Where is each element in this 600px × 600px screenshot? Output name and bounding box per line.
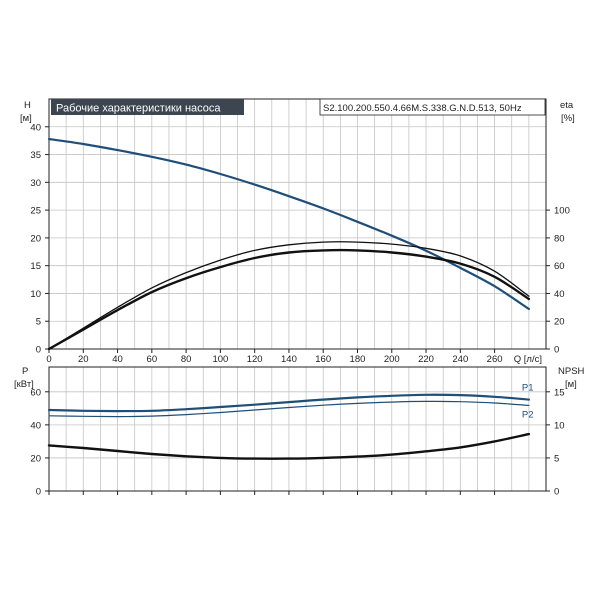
bottom-left-axis-label: P	[22, 366, 28, 377]
series-curve	[47, 248, 531, 351]
series-label: P2	[522, 409, 534, 420]
right-tick-label: 60	[554, 261, 565, 272]
right-tick-label: 10	[554, 420, 565, 431]
top-right-axis-unit: [%]	[561, 113, 575, 124]
x-tick-label: 220	[418, 354, 434, 365]
series-label: P1	[522, 383, 534, 394]
series-curve	[47, 432, 531, 460]
right-tick-label: 100	[554, 206, 570, 217]
x-tick-label: 260	[487, 354, 503, 365]
left-tick-label: 0	[36, 345, 41, 356]
right-tick-label: 0	[554, 345, 559, 356]
left-tick-label: 5	[36, 317, 41, 328]
right-tick-label: 0	[554, 487, 559, 498]
left-tick-label: 60	[30, 387, 41, 398]
left-tick-label: 10	[30, 289, 41, 300]
left-tick-label: 15	[30, 261, 41, 272]
x-tick-label: 140	[281, 354, 297, 365]
x-tick-label: 0	[46, 354, 51, 365]
model-box	[319, 98, 546, 116]
left-tick-label: 30	[30, 178, 41, 189]
power-npsh-panel: 0 20 40 60 0 5 10 15 P1 P2	[30, 366, 565, 498]
right-tick-label: 20	[554, 317, 565, 328]
left-tick-label: 40	[30, 420, 41, 431]
left-tick-label: 35	[30, 150, 41, 161]
title-box	[51, 99, 244, 115]
plot-frame	[48, 98, 547, 350]
left-tick-label: 20	[30, 453, 41, 464]
right-tick-label: 5	[554, 453, 559, 464]
chart-title: Рабочие характеристики насоса	[56, 103, 221, 115]
x-tick-label: 20	[78, 354, 89, 365]
left-tick-label: 25	[30, 206, 41, 217]
right-tick-label: 80	[554, 233, 565, 244]
x-tick-label: 240	[452, 354, 468, 365]
top-left-axis-label: H	[24, 100, 31, 111]
left-tick-label: 40	[30, 122, 41, 133]
x-tick-label: 120	[247, 354, 263, 365]
pump-model-label: S2.100.200.550.4.66M.S.338.G.N.D.513, 50…	[323, 103, 522, 114]
series-curve	[47, 137, 530, 311]
top-right-axis-label: eta	[560, 100, 574, 111]
series-curve	[48, 400, 530, 418]
head-efficiency-panel: 0 5 10 15 20 25 30 35 40 0 20 40 60 80 100 0 20 40 60 80 100…	[30, 98, 570, 365]
right-tick-label: 40	[554, 289, 565, 300]
bottom-right-axis-label: NPSH	[558, 366, 585, 377]
left-tick-label: 0	[36, 487, 41, 498]
x-tick-label: 100	[212, 354, 228, 365]
x-tick-label: 200	[384, 354, 400, 365]
bottom-left-axis-unit: [кВт]	[14, 379, 34, 390]
plot-frame	[48, 366, 547, 492]
right-tick-label: 15	[554, 387, 565, 398]
top-left-axis-unit: [м]	[20, 113, 32, 124]
x-tick-label: 80	[181, 354, 192, 365]
bottom-right-axis-unit: [м]	[565, 379, 577, 390]
left-tick-label: 20	[30, 233, 41, 244]
series-curve	[48, 241, 530, 350]
x-tick-label: 180	[350, 354, 366, 365]
x-tick-label: 60	[147, 354, 158, 365]
series-curve	[47, 393, 530, 413]
x-tick-label: 160	[315, 354, 331, 365]
x-tick-label: 40	[112, 354, 123, 365]
x-axis-label: Q [л/с]	[514, 354, 542, 365]
